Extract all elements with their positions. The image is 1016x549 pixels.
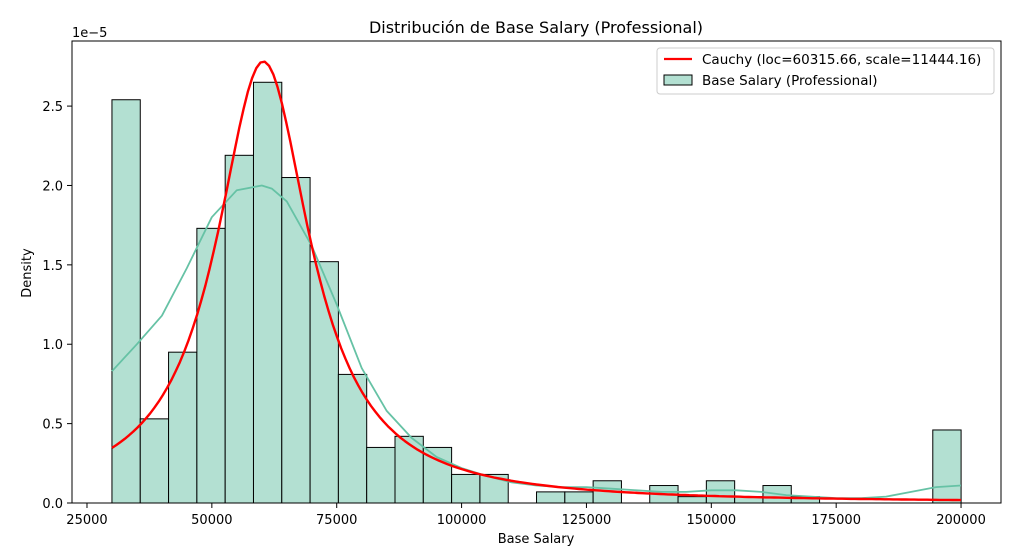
histogram-bar: [932, 429, 962, 504]
x-axis-ticks: 25000 50000 75000 100000 125000 150000 175000 2…: [66, 503, 986, 528]
histogram-bar: [366, 446, 396, 504]
histogram-bar: [394, 435, 424, 504]
x-tick-label: 50000: [191, 513, 232, 528]
x-tick-label: 200000: [936, 513, 986, 528]
legend-cauchy-label: Cauchy (loc=60315.66, scale=11444.16): [702, 52, 981, 68]
y-tick-label: 1.5: [42, 259, 63, 274]
histogram-bar: [281, 177, 311, 504]
legend-box: [656, 47, 995, 95]
histogram-bar: [196, 227, 226, 504]
histogram-bar: [564, 491, 594, 504]
histogram-bar: [224, 154, 254, 504]
y-tick-label: 0.0: [42, 497, 63, 512]
histogram-bar: [705, 480, 736, 504]
x-tick-label: 175000: [811, 513, 861, 528]
kde-curve: [111, 184, 962, 500]
chart-title: Distribución de Base Salary (Professiona…: [369, 18, 703, 37]
cauchy-curve-layer: [111, 60, 962, 502]
histogram-bar: [451, 473, 481, 504]
kde-curve-layer: [111, 184, 962, 500]
x-tick-label: 25000: [66, 513, 107, 528]
x-tick-label: 150000: [686, 513, 736, 528]
plot-frame: [71, 40, 1002, 504]
y-scale-label: 1e−5: [72, 26, 107, 41]
y-axis-label: Density: [20, 248, 35, 298]
histogram-bar: [111, 99, 141, 504]
legend-histogram-swatch: [663, 74, 693, 86]
x-axis-label: Base Salary: [498, 532, 575, 547]
x-tick-label: 100000: [437, 513, 487, 528]
y-tick-label: 1.0: [42, 338, 63, 353]
x-tick-label: 125000: [562, 513, 612, 528]
y-tick-label: 2.5: [42, 100, 63, 115]
y-tick-label: 2.0: [42, 179, 63, 194]
y-tick-label: 0.5: [42, 418, 63, 433]
legend: Cauchy (loc=60315.66, scale=11444.16) Ba…: [656, 47, 995, 95]
histogram-bar: [252, 81, 283, 504]
x-tick-label: 75000: [316, 513, 357, 528]
histogram-bar: [536, 491, 566, 504]
legend-histogram-label: Base Salary (Professional): [702, 73, 878, 89]
histogram-bar: [677, 496, 707, 504]
histogram-bars: [111, 81, 962, 504]
y-axis-ticks: 0.0 0.5 1.0 1.5 2.0 2.5: [42, 100, 72, 512]
histogram-bar: [139, 418, 170, 504]
histogram-bar: [309, 261, 339, 504]
cauchy-curve: [111, 60, 962, 502]
